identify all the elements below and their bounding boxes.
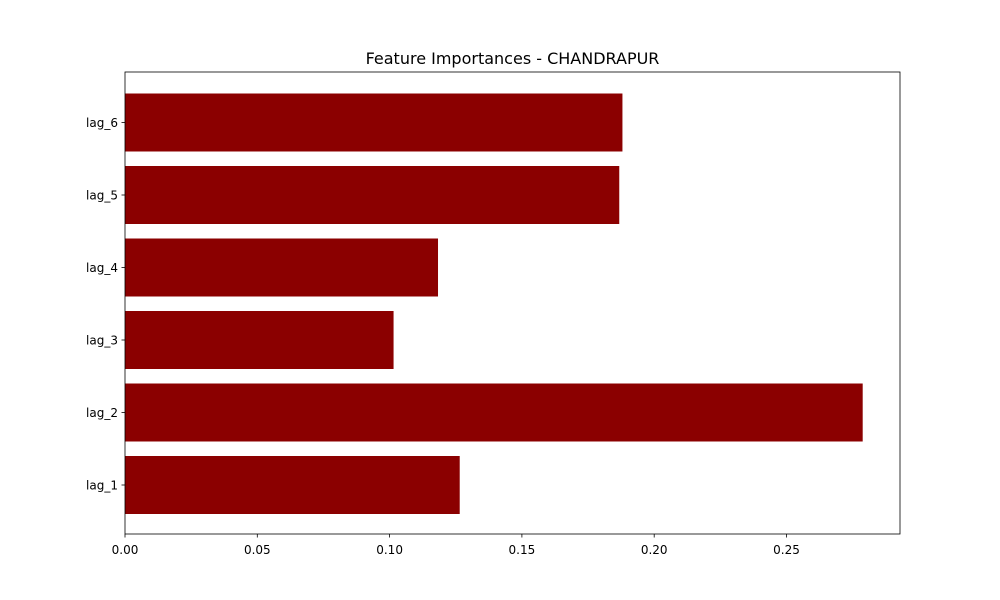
y-tick-label-lag_6: lag_6: [86, 116, 118, 130]
x-axis: 0.00 0.05 0.10 0.15 0.20 0.25: [112, 534, 800, 557]
x-tick-label: 0.15: [509, 543, 536, 557]
bar-lag_1: [125, 456, 460, 514]
y-tick-label-lag_5: lag_5: [86, 189, 118, 203]
y-axis: lag_1 lag_2 lag_3 lag_4 lag_5 lag_6: [86, 116, 125, 493]
bar-lag_5: [125, 166, 620, 224]
x-tick-label: 0.05: [244, 543, 271, 557]
x-tick-label: 0.10: [376, 543, 403, 557]
y-tick-label-lag_4: lag_4: [86, 261, 118, 275]
x-tick-label: 0.00: [112, 543, 139, 557]
y-tick-label-lag_1: lag_1: [86, 479, 118, 493]
chart-title: Feature Importances - CHANDRAPUR: [366, 49, 660, 68]
plot-frame: [124, 71, 901, 535]
bar-lag_3: [125, 311, 394, 369]
bar-lag_2: [125, 383, 863, 442]
x-tick-label: 0.20: [641, 543, 668, 557]
y-tick-label-lag_3: lag_3: [86, 334, 118, 348]
bars-group: [125, 93, 863, 514]
x-tick-label: 0.25: [773, 543, 800, 557]
y-tick-label-lag_2: lag_2: [86, 406, 118, 420]
bar-lag_4: [125, 238, 439, 297]
bar-lag_6: [125, 93, 623, 152]
